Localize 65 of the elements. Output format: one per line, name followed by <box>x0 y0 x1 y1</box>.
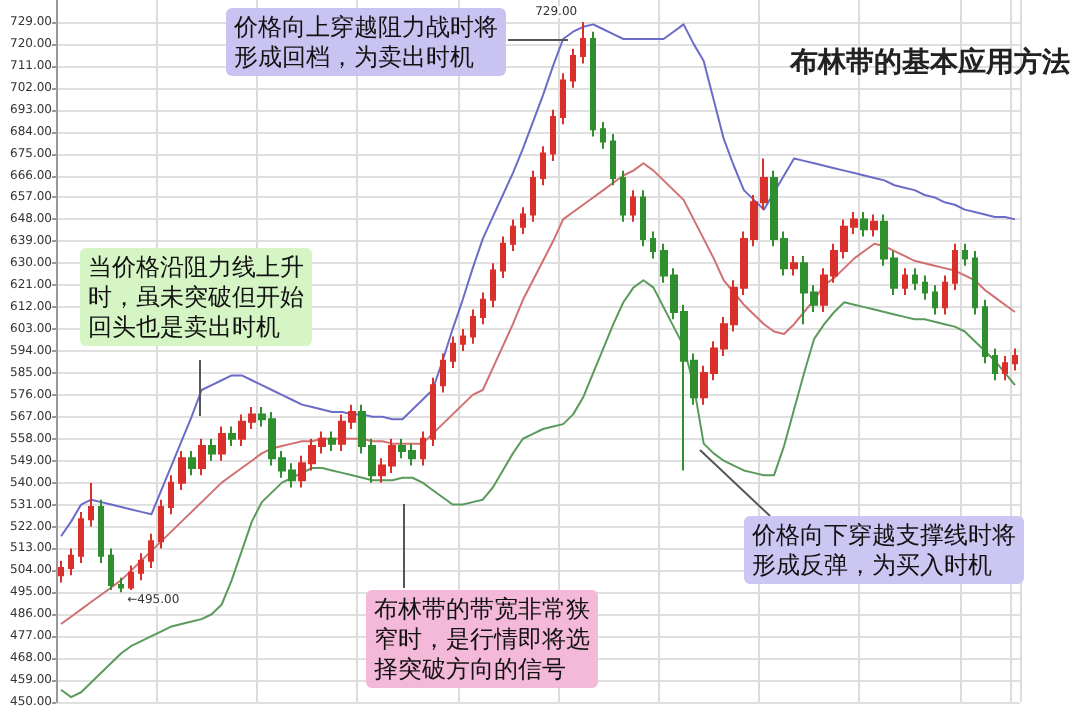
candlestick <box>420 430 426 467</box>
candlestick <box>952 242 958 292</box>
candlestick <box>470 308 476 345</box>
candlestick <box>902 267 908 296</box>
candlestick <box>328 430 336 452</box>
candlestick <box>912 267 918 292</box>
annotation: 当价格沿阻力线上升时，虽未突破但开始回头也是卖出时机 <box>88 253 304 341</box>
candlestick <box>1002 354 1008 382</box>
candlestick <box>88 481 94 528</box>
line-series <box>60 162 1016 625</box>
candlestick <box>98 498 104 565</box>
candlestick <box>460 328 466 352</box>
candlestick <box>630 189 636 223</box>
candlestick <box>108 547 114 591</box>
candlestick <box>610 133 616 187</box>
candlestick <box>430 376 436 448</box>
candlestick <box>68 547 74 577</box>
candlestick <box>218 425 226 462</box>
candlestick <box>530 169 536 223</box>
line-series <box>60 279 1016 699</box>
candlestick <box>510 218 516 253</box>
candlestick <box>178 449 186 491</box>
candlestick <box>208 437 216 462</box>
candlestick <box>198 437 206 477</box>
candlestick <box>550 108 556 162</box>
candlestick <box>128 564 134 591</box>
candlestick <box>520 206 526 235</box>
text: 布林带的基本应用方法 <box>788 45 1070 79</box>
candlestick <box>580 20 586 65</box>
candlestick <box>992 347 998 382</box>
candlestick <box>870 213 878 238</box>
annotation: 布林带的带宽非常狭窄时，是行情即将选择突破方向的信号 <box>374 595 590 683</box>
candlestick <box>148 532 154 569</box>
candlestick <box>228 425 236 448</box>
candlestick <box>1012 347 1018 372</box>
candlestick <box>620 169 626 223</box>
candlestick <box>540 145 546 187</box>
candlestick <box>962 242 968 267</box>
annotation: 价格向上穿越阻力战时将形成回档，为卖出时机 <box>232 13 498 71</box>
candlestick <box>570 47 576 89</box>
candlestick <box>982 298 988 365</box>
candlestick <box>790 254 798 277</box>
candlestick <box>932 284 938 316</box>
candlestick <box>560 72 566 126</box>
candlestick <box>942 274 948 316</box>
candlestick <box>860 211 868 238</box>
candlestick <box>500 235 506 279</box>
candlestick <box>650 230 656 260</box>
candlestick <box>480 291 486 326</box>
candlestick <box>922 274 928 301</box>
candlestick <box>600 120 606 150</box>
candlestick <box>440 352 446 394</box>
candlestick <box>490 262 496 309</box>
candlestick <box>450 335 456 370</box>
annotation: 价格向下穿越支撑线时将形成反弹，为买入时机 <box>750 521 1016 579</box>
candlestick <box>168 474 174 516</box>
candlestick <box>138 552 144 582</box>
candlestick <box>158 498 164 550</box>
candlestick <box>188 449 196 477</box>
candlestick <box>78 510 84 565</box>
candlestick <box>590 30 596 138</box>
candlestick <box>118 576 124 594</box>
candlestick <box>58 559 64 584</box>
candlestick <box>640 189 646 248</box>
candlestick <box>972 250 978 316</box>
